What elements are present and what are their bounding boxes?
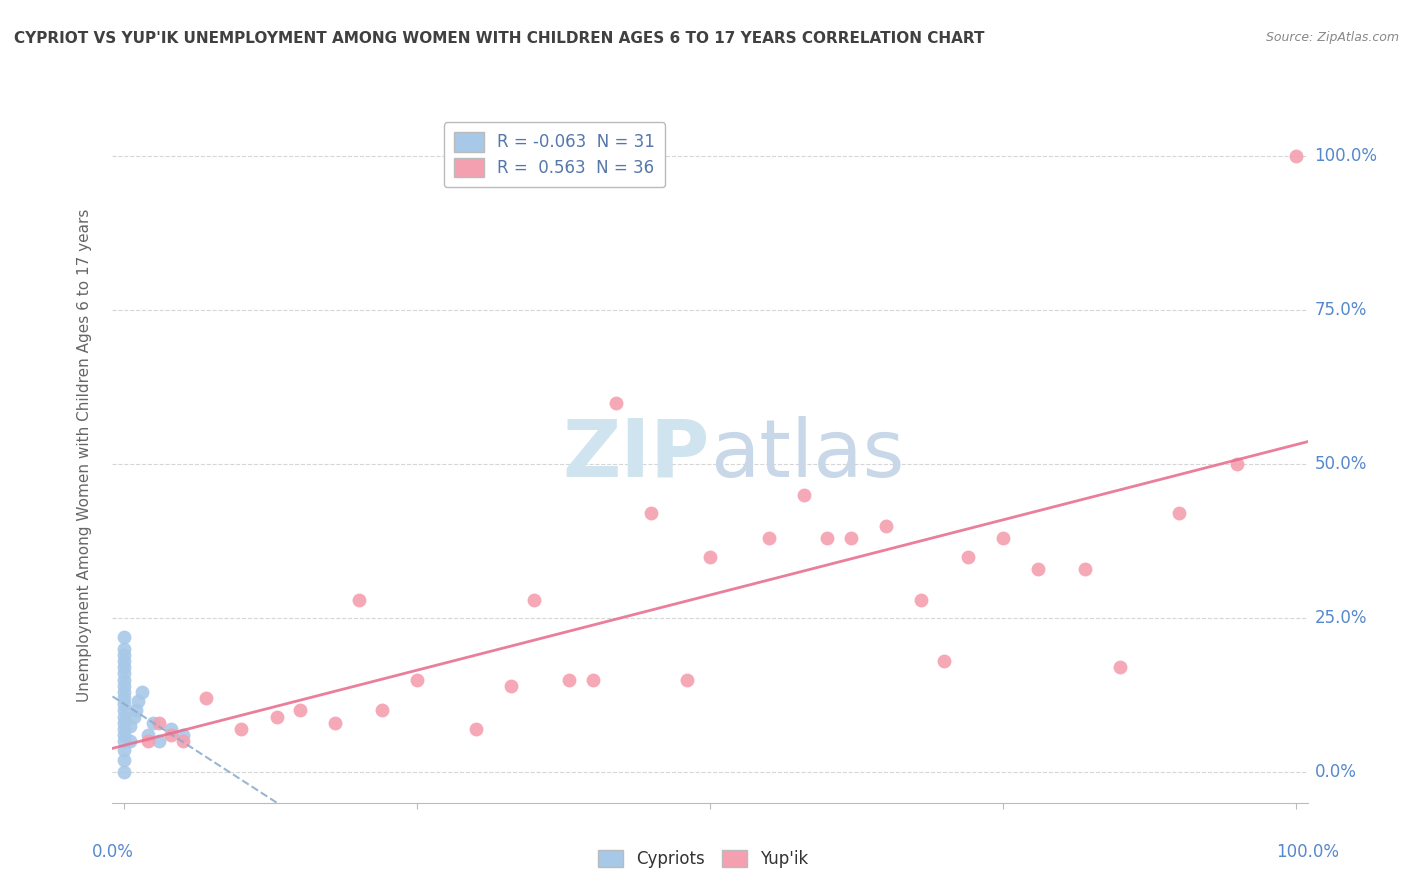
Text: 50.0%: 50.0% (1315, 455, 1367, 473)
Point (793, 488, 815, 502)
Point (347, 592, 370, 607)
Text: 100.0%: 100.0% (1315, 147, 1378, 165)
Point (112, 698, 135, 712)
Text: atlas: atlas (710, 416, 904, 494)
Point (464, 722, 486, 736)
Text: 0.0%: 0.0% (91, 843, 134, 861)
Point (231, 722, 253, 736)
Text: 75.0%: 75.0% (1315, 301, 1367, 319)
Text: CYPRIOT VS YUP'IK UNEMPLOYMENT AMONG WOMEN WITH CHILDREN AGES 6 TO 17 YEARS CORR: CYPRIOT VS YUP'IK UNEMPLOYMENT AMONG WOM… (14, 31, 984, 46)
Point (323, 715, 346, 730)
Point (112, 728, 135, 742)
Point (499, 679, 522, 693)
Point (112, 673, 135, 687)
Point (699, 549, 721, 564)
Point (582, 673, 605, 687)
Point (120, 719, 141, 733)
Legend: R = -0.063  N = 31, R =  0.563  N = 36: R = -0.063 N = 31, R = 0.563 N = 36 (444, 122, 665, 187)
Text: 0.0%: 0.0% (1315, 763, 1357, 781)
Point (675, 673, 697, 687)
Point (112, 660, 135, 674)
Point (112, 764, 135, 779)
Point (523, 592, 546, 607)
Point (991, 531, 1014, 545)
Point (112, 703, 135, 717)
Point (112, 630, 135, 644)
Text: ZIP: ZIP (562, 416, 710, 494)
Point (172, 728, 194, 742)
Point (125, 703, 148, 717)
Point (1074, 562, 1097, 576)
Point (195, 691, 218, 706)
Point (1026, 562, 1049, 576)
Point (934, 654, 956, 668)
Point (1109, 660, 1132, 674)
Point (112, 753, 135, 767)
Point (112, 679, 135, 693)
Point (142, 715, 165, 730)
Point (122, 709, 145, 723)
Point (875, 518, 897, 533)
Point (112, 709, 135, 723)
Point (136, 728, 159, 742)
Point (910, 592, 932, 607)
Point (112, 743, 135, 757)
Point (112, 722, 135, 736)
Point (112, 648, 135, 662)
Point (112, 685, 135, 699)
Point (148, 734, 170, 748)
Text: Source: ZipAtlas.com: Source: ZipAtlas.com (1265, 31, 1399, 45)
Point (112, 666, 135, 681)
Point (112, 715, 135, 730)
Point (112, 641, 135, 656)
Point (112, 654, 135, 668)
Point (605, 395, 627, 409)
Y-axis label: Unemployment Among Women with Children Ages 6 to 17 years: Unemployment Among Women with Children A… (77, 208, 91, 702)
Point (288, 703, 311, 717)
Point (558, 673, 581, 687)
Point (640, 507, 662, 521)
Point (160, 722, 183, 736)
Point (172, 734, 194, 748)
Point (371, 703, 394, 717)
Point (148, 715, 170, 730)
Text: 25.0%: 25.0% (1315, 609, 1367, 627)
Point (758, 531, 780, 545)
Point (120, 734, 141, 748)
Point (127, 694, 149, 708)
Point (112, 734, 135, 748)
Point (956, 549, 979, 564)
Point (406, 673, 429, 687)
Point (1285, 149, 1308, 163)
Point (136, 734, 159, 748)
Point (839, 531, 862, 545)
Point (1167, 507, 1189, 521)
Legend: Cypriots, Yup'ik: Cypriots, Yup'ik (591, 843, 815, 875)
Point (131, 685, 153, 699)
Text: 100.0%: 100.0% (1277, 843, 1339, 861)
Point (266, 709, 288, 723)
Point (815, 531, 838, 545)
Point (160, 728, 183, 742)
Point (112, 691, 135, 706)
Point (1226, 457, 1249, 471)
